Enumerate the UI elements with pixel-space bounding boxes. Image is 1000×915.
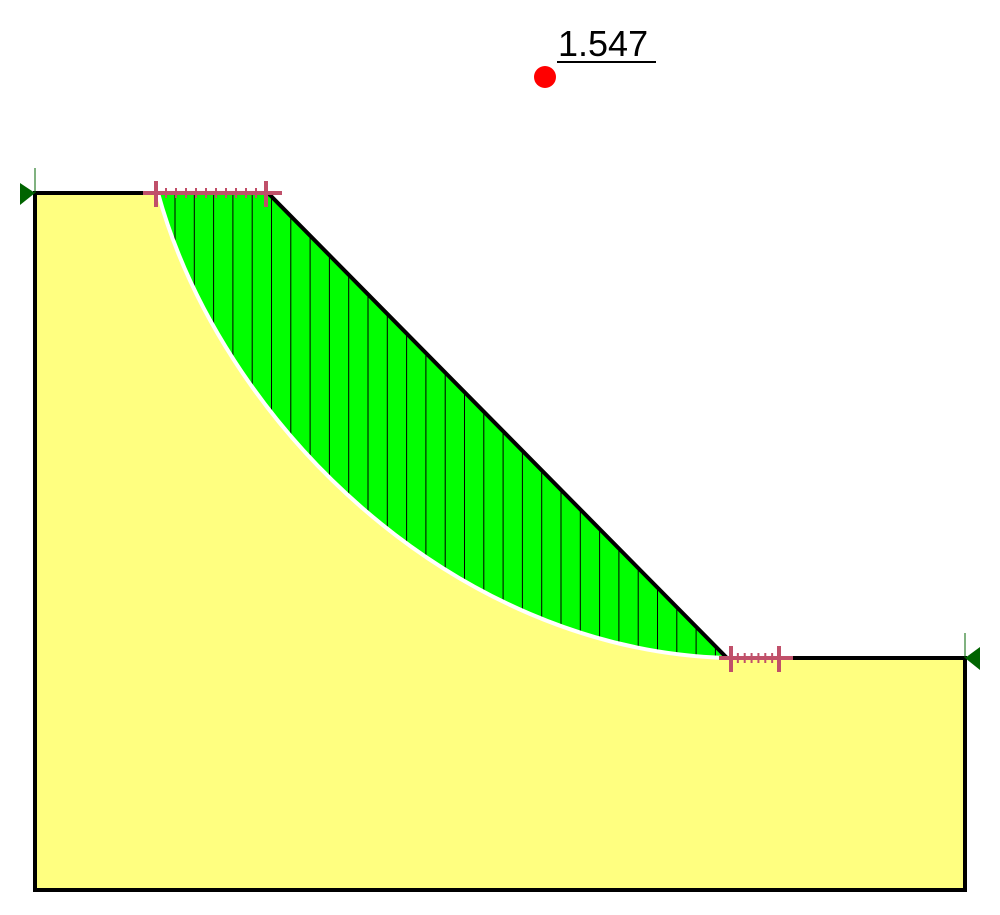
slip-center (534, 66, 556, 88)
factor-of-safety: 1.547 (558, 23, 648, 64)
sliding-mass (158, 193, 727, 658)
boundary-marker (965, 647, 980, 670)
search-limits (143, 181, 793, 672)
slip-surface (156, 192, 728, 660)
slope-face (267, 192, 728, 659)
boundary-marker (20, 183, 35, 205)
